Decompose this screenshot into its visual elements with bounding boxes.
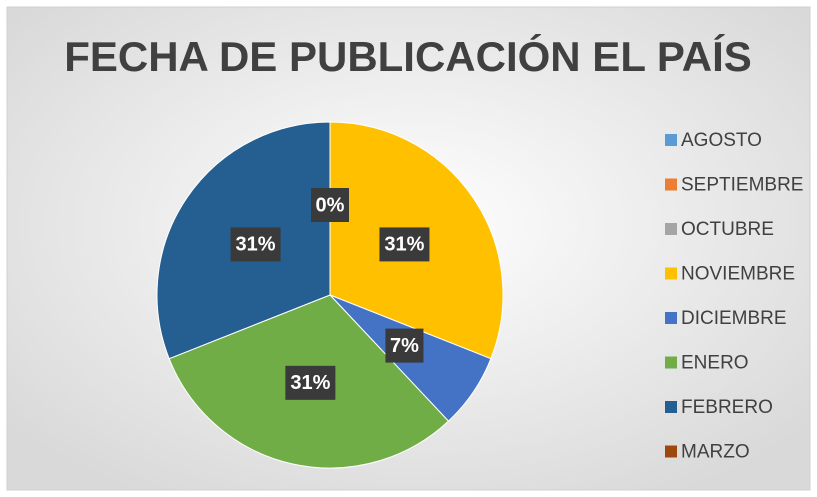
legend-label: AGOSTO [681,130,762,151]
legend-label: SEPTIEMBRE [681,175,803,196]
chart-title: FECHA DE PUBLICACIÓN EL PAÍS [64,32,752,80]
legend-label: OCTUBRE [681,219,774,240]
data-label-box [230,227,281,262]
legend-swatch [665,401,677,413]
legend-label: ENERO [681,353,749,374]
legend-label: FEBRERO [681,397,773,418]
legend-label: NOVIEMBRE [681,264,795,285]
legend-swatch [665,134,677,146]
legend-swatch [665,178,677,191]
data-label-box [311,188,349,222]
legend-swatch [665,223,677,235]
data-label: 31% [290,372,330,394]
legend-label: MARZO [681,442,750,463]
legend-swatch [665,312,677,324]
data-label-box [285,365,336,400]
data-label-box [385,328,424,363]
legend-swatch [665,267,677,280]
data-label: 7% [390,335,419,357]
legend-label: DICIEMBRE [681,308,787,329]
data-label: 0% [316,194,345,216]
legend-swatch [665,445,677,458]
data-label: 31% [236,234,276,256]
legend-swatch [665,356,677,369]
data-label: 31% [384,234,424,256]
data-label-box [379,227,430,262]
